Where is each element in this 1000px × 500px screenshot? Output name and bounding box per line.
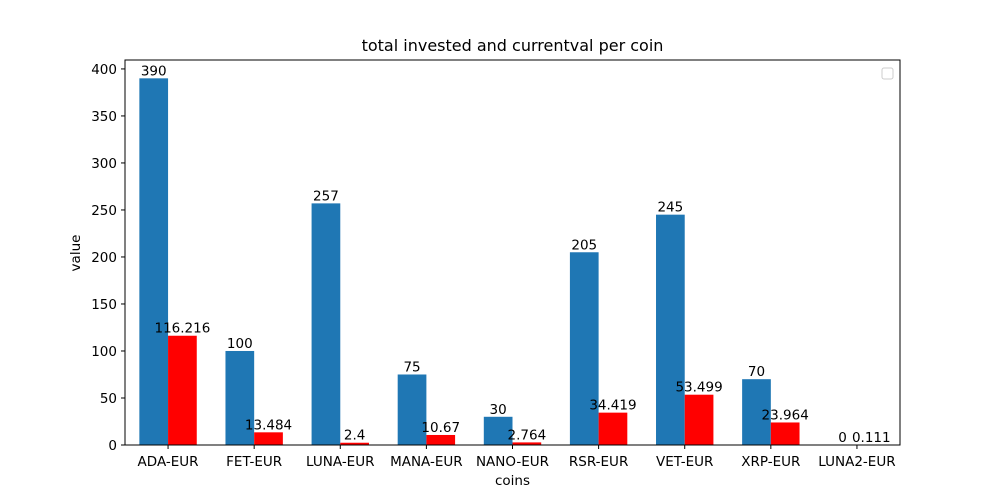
bar-value-label: 116.216 — [154, 321, 210, 337]
plot-frame — [124, 59, 901, 446]
x-tick-label: MANA-EUR — [390, 454, 463, 470]
bar-value-label: 13.484 — [245, 417, 292, 433]
bar-value-label: 0.111 — [852, 430, 891, 446]
bar-series-2-mana-eur — [426, 434, 456, 445]
y-tick-label: 300 — [91, 156, 117, 172]
bar-series-2-vet-eur — [684, 394, 714, 445]
x-tick-label: XRP-EUR — [741, 454, 800, 470]
bar-value-label: 10.67 — [421, 420, 460, 436]
bar-value-label: 75 — [403, 359, 420, 375]
bar-series-1-xrp-eur — [742, 379, 771, 445]
x-tick-label: LUNA2-EUR — [818, 454, 895, 470]
bar-value-label: 70 — [748, 364, 765, 380]
bar-series-1-luna-eur — [311, 203, 341, 445]
bar-series-1-mana-eur — [397, 374, 427, 445]
y-tick-label: 50 — [100, 391, 117, 407]
y-tick-label: 0 — [108, 438, 117, 454]
bar-value-label: 2.764 — [508, 427, 547, 443]
bar-value-label: 100 — [227, 336, 253, 352]
x-tick-label: VET-EUR — [656, 454, 713, 470]
y-tick-label: 250 — [91, 203, 117, 219]
bar-series-1-fet-eur — [225, 350, 255, 445]
bar-series-2-luna-eur — [340, 442, 369, 445]
y-tick-label: 350 — [91, 109, 117, 125]
bar-value-label: 257 — [313, 188, 339, 204]
bar-value-label: 23.964 — [762, 407, 809, 423]
y-tick-label: 200 — [91, 250, 117, 266]
y-tick-label: 400 — [91, 62, 117, 78]
x-axis-label: coins — [495, 473, 530, 489]
bars-group — [139, 78, 886, 445]
bar-value-label: 245 — [657, 200, 683, 216]
x-tick-label: RSR-EUR — [569, 454, 628, 470]
bar-series-2-ada-eur — [168, 335, 197, 445]
y-axis-label: value — [68, 235, 84, 272]
bar-series-2-rsr-eur — [598, 412, 628, 445]
bar-series-1-nano-eur — [483, 416, 513, 445]
bar-value-label: 53.499 — [675, 380, 722, 396]
bar-series-2-fet-eur — [254, 432, 283, 445]
bar-series-1-vet-eur — [656, 214, 685, 445]
bar-labels-group: 390 100 257 75 30 205 245 70 0 116.216 13.484 2.4 10… — [141, 63, 891, 446]
bar-series-2-xrp-eur — [770, 422, 800, 445]
x-tick-label: ADA-EUR — [138, 454, 199, 470]
bar-series-2-nano-eur — [512, 442, 542, 445]
bar-value-label: 2.4 — [344, 428, 365, 444]
y-tick-label: 150 — [91, 297, 117, 313]
x-tick-label: FET-EUR — [226, 454, 282, 470]
bar-value-label: 0 — [838, 430, 847, 446]
bar-value-label: 205 — [571, 237, 597, 253]
bar-series-1-rsr-eur — [569, 252, 599, 445]
y-axis: 0 50 100 150 200 250 300 350 400 — [91, 62, 125, 454]
y-tick-label: 100 — [91, 344, 117, 360]
chart-title: total invested and currentval per coin — [362, 36, 664, 55]
bar-series-1-ada-eur — [139, 78, 169, 445]
x-tick-label: LUNA-EUR — [306, 454, 374, 470]
bar-value-label: 34.419 — [589, 398, 636, 414]
bar-value-label: 390 — [141, 63, 167, 79]
legend-box — [881, 67, 894, 80]
bar-value-label: 30 — [490, 402, 507, 418]
x-axis: ADA-EUR FET-EUR LUNA-EUR MANA-EUR NANO-EUR RS… — [138, 445, 896, 470]
x-tick-label: NANO-EUR — [476, 454, 549, 470]
